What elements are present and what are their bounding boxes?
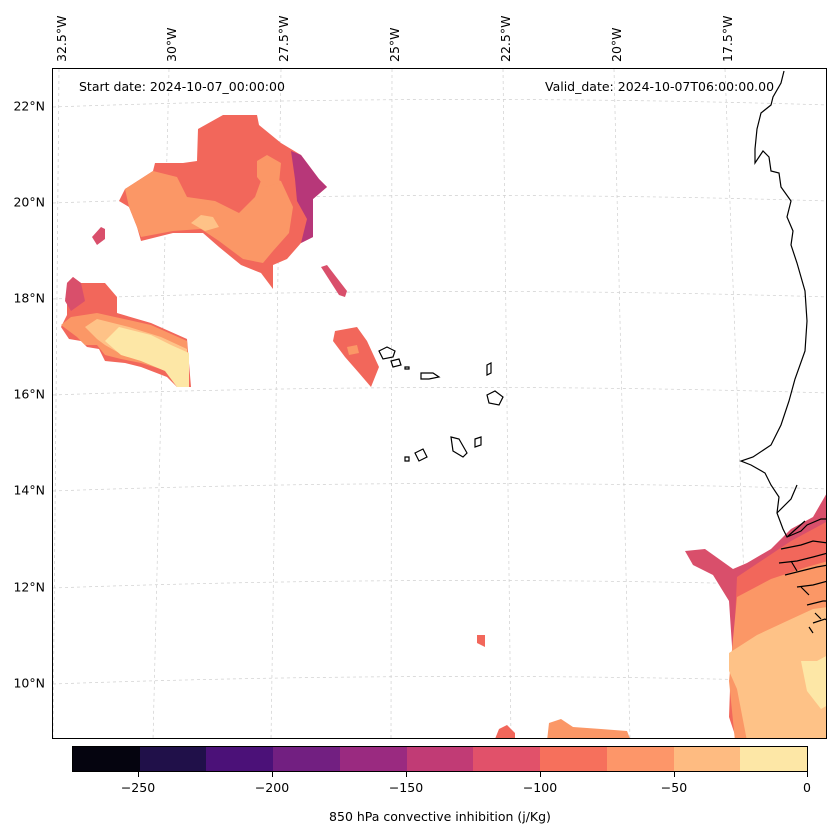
colorbar-segment xyxy=(740,747,808,771)
map-canvas xyxy=(53,69,826,738)
cin-contour-fill xyxy=(729,607,826,738)
island-sao-vicente xyxy=(390,358,402,368)
colorbar-tick xyxy=(138,772,139,777)
lat-label-12n: 12°N xyxy=(13,579,45,595)
lat-label-20n: 20°N xyxy=(13,194,45,210)
colorbar-tick xyxy=(272,772,273,777)
colorbar-tick xyxy=(540,772,541,777)
gridline-lat xyxy=(53,676,826,685)
africa-coastline xyxy=(739,70,826,538)
colorbar-label: 850 hPa convective inhibition (j/Kg) xyxy=(329,809,551,824)
cin-contour-fill xyxy=(321,265,347,297)
gridline-lon xyxy=(270,69,282,738)
colorbar-segment xyxy=(139,747,207,771)
cin-contour-fill xyxy=(801,656,826,709)
gridline-lat xyxy=(53,387,826,396)
cin-contour-fill xyxy=(105,327,189,387)
island-maio xyxy=(474,436,482,448)
cin-contour-fill xyxy=(92,227,105,245)
island-santa-luzia xyxy=(404,366,410,370)
gridline-lon xyxy=(613,69,631,738)
gridline-lon xyxy=(53,69,60,738)
cin-region-west xyxy=(61,277,191,387)
colorbar-tick xyxy=(406,772,407,777)
island-brava xyxy=(404,456,410,462)
colorbar-segment xyxy=(540,747,607,771)
coastlines xyxy=(739,70,826,634)
cin-contour-fill xyxy=(347,345,359,355)
lat-label-22n: 22°N xyxy=(13,98,45,114)
colorbar-segment xyxy=(273,747,340,771)
colorbar-tick-label: −200 xyxy=(254,780,290,795)
cin-contour-fill xyxy=(257,155,281,187)
lon-label-17-5w: 17.5°W xyxy=(720,15,735,62)
colorbar-segment xyxy=(673,747,741,771)
cin-contour-fill xyxy=(291,151,327,243)
gridline-lon xyxy=(390,69,393,738)
map-panel[interactable]: Start date: 2024-10-07_00:00:00 Valid_da… xyxy=(52,68,827,739)
lon-label-32-5w: 32.5°W xyxy=(54,15,69,62)
island-santo-antao xyxy=(378,346,396,360)
gridline-lat xyxy=(53,580,826,589)
gridline-lon xyxy=(152,69,170,738)
lon-label-27-5w: 27.5°W xyxy=(276,15,291,62)
colorbar-segment xyxy=(339,747,407,771)
lat-label-10n: 10°N xyxy=(13,675,45,691)
colorbar-segment xyxy=(473,747,541,771)
island-sal xyxy=(486,362,492,376)
guinea-bissau-coast xyxy=(790,560,822,634)
island-santiago xyxy=(450,436,468,458)
colorbar-tick-label: −100 xyxy=(522,780,558,795)
colorbar-segment xyxy=(606,747,674,771)
lat-label-18n: 18°N xyxy=(13,290,45,306)
cin-contour-fill xyxy=(65,277,85,311)
colorbar-tick xyxy=(674,772,675,777)
lat-label-16n: 16°N xyxy=(13,386,45,402)
cin-contour-fill xyxy=(191,215,219,231)
island-boa-vista xyxy=(486,390,504,406)
cin-patches xyxy=(321,265,630,738)
colorbar-tick-label: −250 xyxy=(120,780,156,795)
colorbar-segment xyxy=(73,747,140,771)
colorbar xyxy=(72,746,808,772)
lat-label-14n: 14°N xyxy=(13,482,45,498)
start-date-label: Start date: 2024-10-07_00:00:00 xyxy=(79,79,285,94)
cin-contour-fill xyxy=(547,719,630,738)
valid-date-label: Valid_date: 2024-10-07T06:00:00.00 xyxy=(545,79,775,94)
cin-contour-fill xyxy=(477,635,485,647)
cape-verde-islands xyxy=(378,346,504,462)
colorbar-segment xyxy=(206,747,274,771)
lon-label-25w: 25°W xyxy=(387,27,402,62)
colorbar-tick xyxy=(807,772,808,777)
lon-label-20w: 20°W xyxy=(609,27,624,62)
colorbar-tick-label: 0 xyxy=(803,780,811,795)
gridline-lat xyxy=(53,483,826,492)
island-sao-nicolau xyxy=(420,372,441,380)
gridline-lat xyxy=(53,99,826,108)
island-fogo xyxy=(414,448,428,462)
lon-label-30w: 30°W xyxy=(164,27,179,62)
gridline-lon xyxy=(502,69,512,738)
colorbar-segment xyxy=(406,747,474,771)
cin-region-north xyxy=(92,115,327,289)
colorbar-tick-label: −50 xyxy=(660,780,688,795)
cin-contour-fill xyxy=(495,725,515,738)
senegal-border xyxy=(776,484,826,624)
lon-label-22-5w: 22.5°W xyxy=(498,15,513,62)
colorbar-tick-label: −150 xyxy=(388,780,424,795)
cin-contour-fill xyxy=(333,327,379,387)
cin-region-southeast xyxy=(685,494,826,738)
gridline-lat xyxy=(53,291,826,300)
